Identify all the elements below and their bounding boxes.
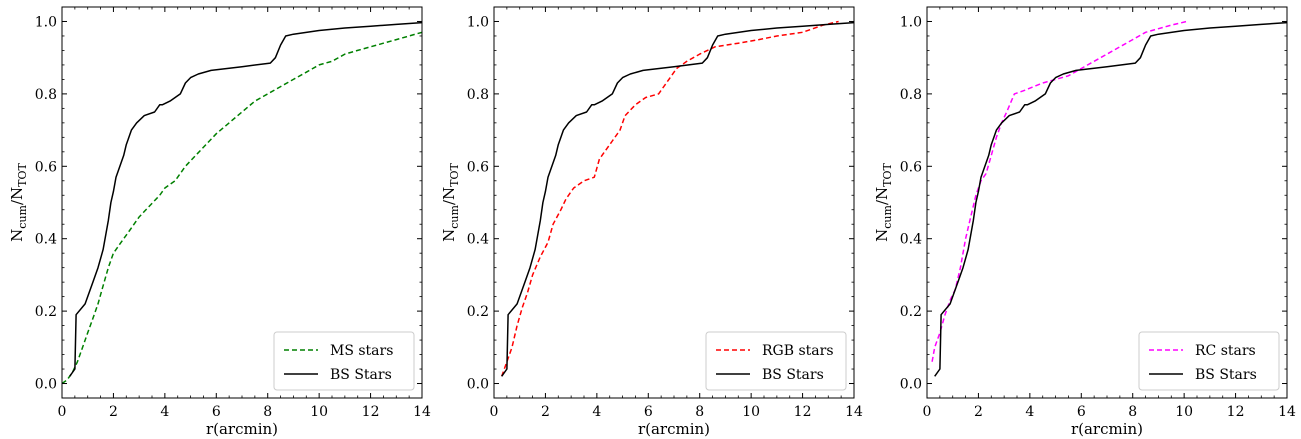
y-axis-label-part: /N [440, 187, 458, 205]
y-axis-label-part: cum [881, 204, 894, 228]
y-tick-label: 0.2 [467, 304, 489, 320]
y-axis-label-part: cum [16, 204, 29, 228]
y-tick-label: 1.0 [900, 14, 922, 30]
y-axis-label-part: TOT [16, 162, 29, 186]
y-axis-label-part: /N [8, 187, 26, 205]
legend: MS stars BS Stars [273, 331, 415, 391]
x-tick-label: 4 [592, 404, 601, 420]
x-tick-label: 10 [742, 404, 760, 420]
y-tick-label: 0.2 [35, 304, 57, 320]
y-tick-label: 0.8 [35, 87, 57, 103]
x-tick-label: 10 [1175, 404, 1193, 420]
x-tick-label: 0 [490, 404, 499, 420]
panel-3: 0 2 4 6 8 10 12 14 0.0 0.2 0.4 0.6 0.8 1.0 r(arcmin) Nc… [873, 6, 1296, 438]
legend: RGB stars BS Stars [705, 331, 847, 391]
x-tick-label: 12 [794, 404, 812, 420]
y-tick-label: 0.6 [467, 159, 489, 175]
y-axis-label: Ncum/NTOT [873, 162, 894, 241]
y-tick-label: 0.2 [900, 304, 922, 320]
y-tick-label: 0.0 [467, 377, 489, 393]
series-line-bs-stars [69, 21, 422, 377]
y-axis-label-part: cum [448, 204, 461, 228]
x-tick-label: 2 [974, 404, 983, 420]
x-axis-label: r(arcmin) [206, 420, 278, 438]
x-tick-label: 8 [1128, 404, 1137, 420]
legend-box [705, 331, 847, 391]
y-tick-label: 0.4 [900, 232, 922, 248]
x-tick-label: 10 [310, 404, 328, 420]
legend-box [1138, 331, 1280, 391]
x-tick-label: 12 [1227, 404, 1245, 420]
y-axis-label-part: N [8, 229, 26, 242]
x-tick-label: 4 [160, 404, 169, 420]
y-tick-label: 0.6 [900, 159, 922, 175]
x-tick-label: 0 [923, 404, 932, 420]
legend-label: RGB stars [762, 343, 834, 359]
series-line-rc-stars [931, 20, 1187, 362]
legend-label: BS Stars [762, 367, 824, 383]
panel-1: 0 2 4 6 8 10 12 14 0.0 0.2 0.4 0.6 0.8 1.0 r(arcmin) Nc… [8, 6, 431, 438]
y-tick-label: 0.0 [35, 377, 57, 393]
x-tick-label: 6 [212, 404, 221, 420]
series-line-bs-stars [501, 21, 854, 377]
legend-label: MS stars [330, 343, 393, 359]
y-axis-label-part: N [440, 229, 458, 242]
y-axis-label: Ncum/NTOT [440, 162, 461, 241]
x-tick-label: 6 [1077, 404, 1086, 420]
x-tick-label: 4 [1025, 404, 1034, 420]
x-tick-label: 14 [413, 404, 431, 420]
y-tick-label: 0.0 [900, 377, 922, 393]
x-tick-label: 6 [644, 404, 653, 420]
y-axis-label-part: TOT [881, 162, 894, 186]
y-tick-label: 0.4 [467, 232, 489, 248]
y-tick-label: 0.6 [35, 159, 57, 175]
y-axis-label-part: /N [873, 187, 891, 205]
x-tick-label: 8 [263, 404, 272, 420]
y-tick-label: 1.0 [35, 14, 57, 30]
y-axis-label-part: N [873, 229, 891, 242]
series-line-rgb-stars [500, 20, 839, 377]
y-axis-label-part: TOT [448, 162, 461, 186]
y-tick-label: 0.4 [35, 232, 57, 248]
x-axis-label: r(arcmin) [1071, 420, 1143, 438]
y-axis-label: Ncum/NTOT [8, 162, 29, 241]
legend-label: RC stars [1195, 343, 1256, 359]
x-tick-label: 2 [109, 404, 118, 420]
x-tick-label: 12 [362, 404, 380, 420]
x-tick-label: 14 [1278, 404, 1296, 420]
x-axis-label: r(arcmin) [638, 420, 710, 438]
legend: RC stars BS Stars [1138, 331, 1280, 391]
x-tick-label: 14 [845, 404, 863, 420]
y-tick-label: 0.8 [900, 87, 922, 103]
legend-box [273, 331, 415, 391]
series-line-ms-stars [62, 31, 422, 385]
legend-label: BS Stars [1195, 367, 1257, 383]
x-tick-label: 2 [541, 404, 550, 420]
series-line-bs-stars [934, 21, 1287, 377]
x-tick-label: 0 [58, 404, 67, 420]
x-tick-label: 8 [695, 404, 704, 420]
y-tick-label: 0.8 [467, 87, 489, 103]
y-tick-label: 1.0 [467, 14, 489, 30]
panel-2: 0 2 4 6 8 10 12 14 0.0 0.2 0.4 0.6 0.8 1.0 r(arcmin) Nc… [440, 6, 863, 438]
legend-label: BS Stars [330, 367, 392, 383]
